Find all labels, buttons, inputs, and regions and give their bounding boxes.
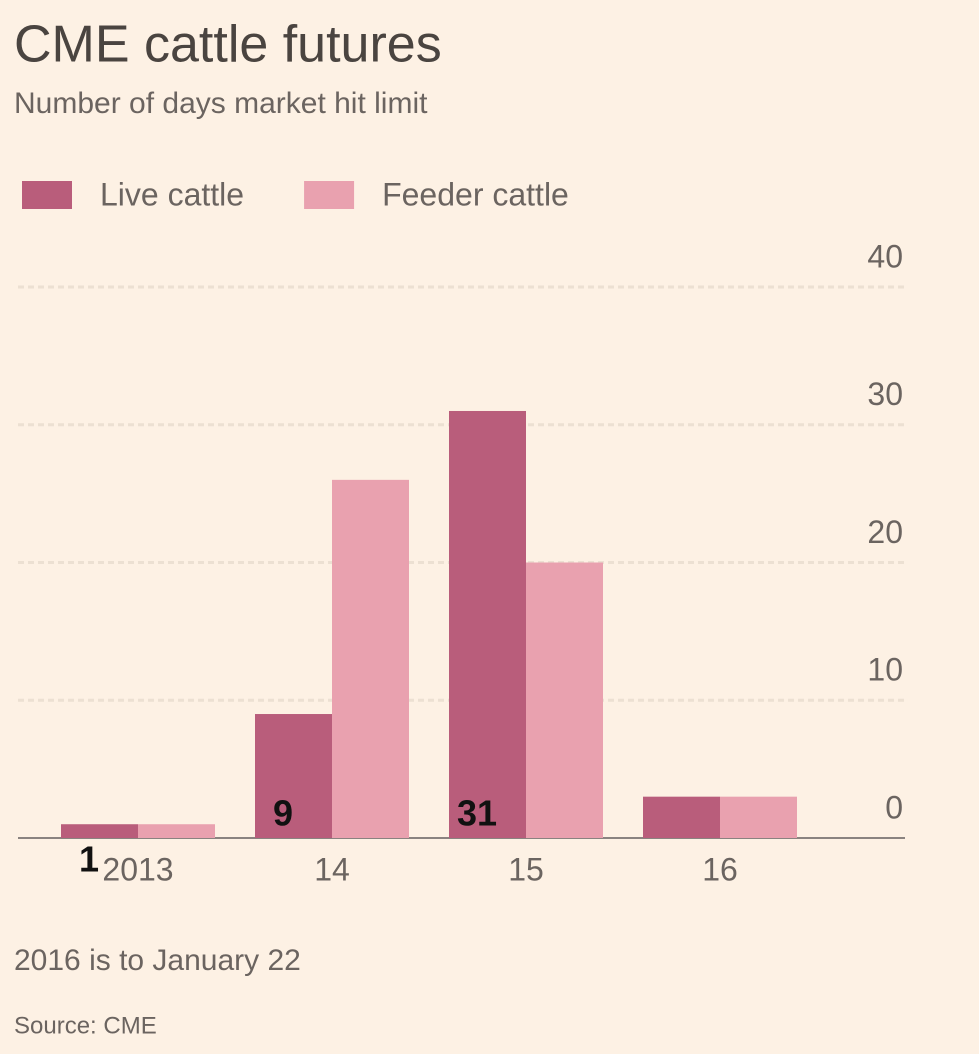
chart-note: 2016 is to January 22: [14, 944, 301, 977]
bar: [449, 410, 526, 838]
data-label: 1: [79, 839, 99, 880]
legend-label: Feeder cattle: [382, 176, 569, 212]
legend-swatch: [22, 181, 72, 209]
chart-title: CME cattle futures: [14, 16, 442, 74]
x-tick-label: 14: [314, 851, 350, 887]
bar: [643, 796, 720, 838]
y-tick-label: 20: [867, 514, 903, 550]
legend-swatch: [304, 181, 355, 209]
legend-label: Live cattle: [100, 176, 244, 212]
x-tick-label: 2013: [102, 851, 173, 887]
chart-subtitle: Number of days market hit limit: [14, 87, 428, 120]
data-label: 9: [273, 793, 293, 834]
data-label: 31: [457, 793, 497, 834]
bar: [526, 562, 603, 838]
x-tick-label: 16: [702, 851, 738, 887]
y-tick-label: 30: [867, 376, 903, 412]
chart-source: Source: CME: [14, 1012, 157, 1039]
bar: [255, 714, 332, 838]
y-tick-label: 10: [867, 652, 903, 688]
bar: [720, 796, 797, 838]
bar: [138, 824, 215, 838]
bar: [332, 479, 409, 838]
x-tick-label: 15: [508, 851, 544, 887]
bar: [61, 824, 138, 838]
y-tick-label: 40: [867, 238, 903, 274]
y-tick-label: 0: [885, 789, 903, 825]
